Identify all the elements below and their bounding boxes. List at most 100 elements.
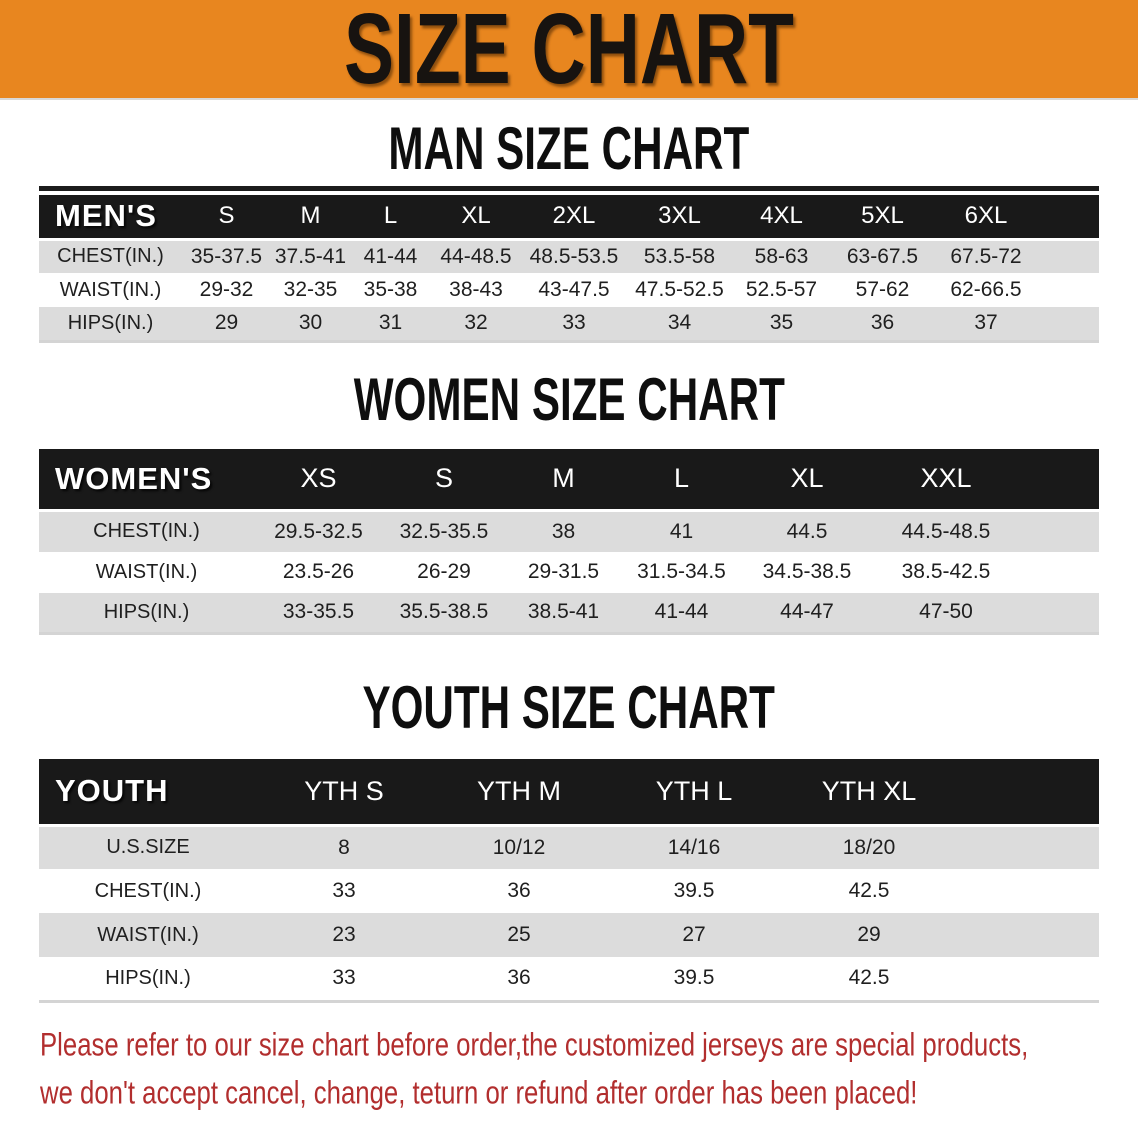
size-value-cell: 33 <box>257 957 431 1003</box>
table-row: U.S.SIZE 8 10/12 14/16 18/20 <box>39 823 1099 869</box>
men-section-heading-text: MAN SIZE CHART <box>388 115 750 183</box>
row-label: CHEST(IN.) <box>39 869 257 913</box>
size-value-cell: 41-44 <box>350 237 431 273</box>
size-value-cell: 36 <box>431 957 607 1003</box>
women-size-table: WOMEN'S XS S M L XL XXL CHEST(IN.) 29.5-… <box>39 448 1099 635</box>
table-row: HIPS(IN.) 33 36 39.5 42.5 <box>39 957 1099 1003</box>
women-table-corner-label: WOMEN'S <box>39 448 254 511</box>
size-value-cell: 53.5-58 <box>627 237 732 273</box>
size-value-cell: 8 <box>257 823 431 869</box>
column-header: XS <box>254 448 383 511</box>
table-row: HIPS(IN.) 29 30 31 32 33 34 35 36 37 <box>39 307 1099 343</box>
column-header: YTH S <box>257 759 431 825</box>
size-value-cell: 44-47 <box>741 592 873 635</box>
size-value-cell: 10/12 <box>431 823 607 869</box>
table-row: CHEST(IN.) 33 36 39.5 42.5 <box>39 869 1099 913</box>
size-value-cell: 34.5-38.5 <box>741 551 873 593</box>
table-row: CHEST(IN.) 29.5-32.5 32.5-35.5 38 41 44.… <box>39 509 1099 552</box>
column-header: S <box>182 195 271 239</box>
size-value-cell: 47-50 <box>873 592 1019 635</box>
table-row: WAIST(IN.) 23.5-26 26-29 29-31.5 31.5-34… <box>39 551 1099 593</box>
filler-cell <box>1038 273 1099 307</box>
size-value-cell: 41 <box>622 509 741 552</box>
column-header: 4XL <box>732 195 831 239</box>
column-header: 2XL <box>521 195 627 239</box>
size-value-cell: 31.5-34.5 <box>622 551 741 593</box>
men-header-row: MEN'S S M L XL 2XL 3XL 4XL 5XL 6XL <box>39 195 1099 239</box>
filler-cell <box>1019 509 1099 552</box>
filler-cell <box>1019 592 1099 635</box>
row-label: WAIST(IN.) <box>39 913 257 957</box>
column-header: YTH XL <box>781 759 957 825</box>
size-value-cell: 37 <box>934 307 1038 343</box>
size-value-cell: 36 <box>431 869 607 913</box>
size-value-cell: 42.5 <box>781 957 957 1003</box>
row-label: HIPS(IN.) <box>39 307 182 343</box>
size-value-cell: 31 <box>350 307 431 343</box>
size-value-cell: 62-66.5 <box>934 273 1038 307</box>
size-value-cell: 44-48.5 <box>431 237 521 273</box>
size-value-cell: 34 <box>627 307 732 343</box>
column-header-filler <box>1038 195 1099 239</box>
size-value-cell: 42.5 <box>781 869 957 913</box>
size-value-cell: 18/20 <box>781 823 957 869</box>
disclaimer-line-2: we don't accept cancel, change, teturn o… <box>40 1073 918 1111</box>
table-row: WAIST(IN.) 23 25 27 29 <box>39 913 1099 957</box>
row-label: CHEST(IN.) <box>39 509 254 552</box>
size-value-cell: 38 <box>505 509 622 552</box>
column-header: YTH M <box>431 759 607 825</box>
size-value-cell: 32.5-35.5 <box>383 509 505 552</box>
men-table-top-rule <box>39 186 1099 191</box>
size-value-cell: 35 <box>732 307 831 343</box>
table-row: WAIST(IN.) 29-32 32-35 35-38 38-43 43-47… <box>39 273 1099 307</box>
column-header: XXL <box>873 448 1019 511</box>
row-label: WAIST(IN.) <box>39 273 182 307</box>
column-header: L <box>350 195 431 239</box>
women-header-row: WOMEN'S XS S M L XL XXL <box>39 448 1099 511</box>
column-header: 5XL <box>831 195 934 239</box>
size-value-cell: 38-43 <box>431 273 521 307</box>
filler-cell <box>1038 307 1099 343</box>
size-value-cell: 32 <box>431 307 521 343</box>
size-value-cell: 39.5 <box>607 957 781 1003</box>
size-value-cell: 29.5-32.5 <box>254 509 383 552</box>
column-header: M <box>271 195 350 239</box>
size-value-cell: 44.5 <box>741 509 873 552</box>
column-header: XL <box>431 195 521 239</box>
disclaimer-line-1: Please refer to our size chart before or… <box>40 1025 1029 1063</box>
column-header: XL <box>741 448 873 511</box>
column-header: S <box>383 448 505 511</box>
size-value-cell: 29 <box>781 913 957 957</box>
row-label: HIPS(IN.) <box>39 957 257 1003</box>
size-value-cell: 67.5-72 <box>934 237 1038 273</box>
disclaimer-note: Please refer to our size chart before or… <box>40 1021 1138 1117</box>
size-value-cell: 25 <box>431 913 607 957</box>
size-value-cell: 63-67.5 <box>831 237 934 273</box>
men-size-table: MEN'S S M L XL 2XL 3XL 4XL 5XL 6XL CHEST… <box>39 195 1099 343</box>
size-value-cell: 30 <box>271 307 350 343</box>
youth-header-row: YOUTH YTH S YTH M YTH L YTH XL <box>39 759 1099 825</box>
size-value-cell: 35-38 <box>350 273 431 307</box>
filler-cell <box>957 869 1099 913</box>
size-value-cell: 38.5-42.5 <box>873 551 1019 593</box>
column-header: 3XL <box>627 195 732 239</box>
women-section-heading-text: WOMEN SIZE CHART <box>353 365 785 434</box>
size-value-cell: 29-32 <box>182 273 271 307</box>
men-section-heading: MAN SIZE CHART <box>0 115 1138 183</box>
size-value-cell: 14/16 <box>607 823 781 869</box>
size-value-cell: 52.5-57 <box>732 273 831 307</box>
filler-cell <box>1038 237 1099 273</box>
size-chart-banner: SIZE CHART <box>0 0 1138 100</box>
size-value-cell: 23.5-26 <box>254 551 383 593</box>
youth-table-corner-label: YOUTH <box>39 759 257 825</box>
size-value-cell: 44.5-48.5 <box>873 509 1019 552</box>
banner-title: SIZE CHART <box>344 0 794 105</box>
size-value-cell: 39.5 <box>607 869 781 913</box>
size-value-cell: 32-35 <box>271 273 350 307</box>
filler-cell <box>957 913 1099 957</box>
row-label: HIPS(IN.) <box>39 592 254 635</box>
size-value-cell: 33 <box>257 869 431 913</box>
size-value-cell: 33 <box>521 307 627 343</box>
size-value-cell: 35-37.5 <box>182 237 271 273</box>
filler-cell <box>1019 551 1099 593</box>
